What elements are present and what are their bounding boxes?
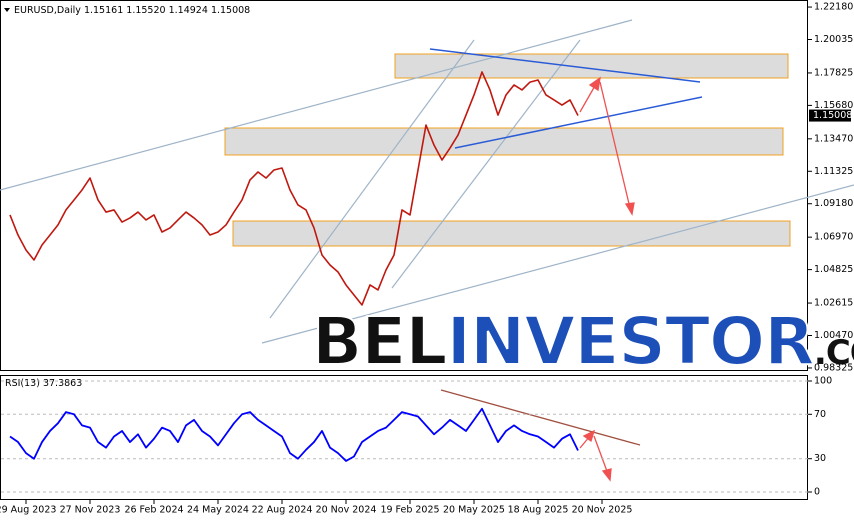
channel-line <box>391 39 581 289</box>
channel-line <box>269 39 475 319</box>
x-tick-label: 24 May 2024 <box>187 505 249 516</box>
y-tick-label: 1.02615 <box>814 298 853 309</box>
x-tick-label: 29 Aug 2023 <box>0 505 56 516</box>
y-tick-label: 70 <box>814 409 826 420</box>
close: 1.15008 <box>211 5 250 16</box>
x-tick-label: 22 Aug 2024 <box>252 505 313 516</box>
y-tick-label: 30 <box>814 453 826 464</box>
x-tick-label: 18 Aug 2025 <box>508 505 569 516</box>
x-tick-label: 20 Nov 2024 <box>316 505 377 516</box>
rsi-panel <box>0 375 808 500</box>
y-tick-label: 0 <box>814 487 820 498</box>
y-tick-label: 100 <box>814 375 832 386</box>
middle-zone <box>224 127 784 156</box>
y-tick-label: 1.04825 <box>814 264 853 275</box>
watermark: BELINVESTOR.COM <box>312 303 854 380</box>
open: 1.15161 <box>84 5 123 16</box>
forecast-arrows <box>440 76 641 482</box>
y-tick-label: 1.09180 <box>814 198 853 209</box>
y-tick-label: 1.00470 <box>814 330 853 341</box>
x-tick-label: 19 Feb 2025 <box>380 505 439 516</box>
menu-triangle <box>4 8 10 12</box>
y-tick-label: 1.11325 <box>814 166 853 177</box>
arrow-head <box>624 202 635 216</box>
y-tick-label: 1.06970 <box>814 232 853 243</box>
resistance-zone <box>394 53 789 79</box>
arrow-head <box>601 468 612 482</box>
x-tick-label: 20 May 2025 <box>443 505 505 516</box>
rsi-header: RSI(13) 37.3863 <box>5 378 82 389</box>
watermark-part: INVESTOR <box>446 303 814 380</box>
channel-lines <box>0 19 854 344</box>
y-tick-label: 1.22180 <box>814 2 853 13</box>
arrow <box>599 81 631 209</box>
x-tick-label: 26 Feb 2024 <box>124 505 183 516</box>
x-tick-label: 20 Nov 2025 <box>572 505 633 516</box>
watermark-part: .COM <box>814 333 854 373</box>
rsi-title: RSI(13) <box>5 378 40 389</box>
wedge-lines <box>429 48 703 149</box>
low: 1.14924 <box>169 5 208 16</box>
y-tick-label: 1.13470 <box>814 133 853 144</box>
x-tick-label: 27 Nov 2023 <box>60 505 121 516</box>
rsi-line <box>9 407 579 462</box>
current-price-label: 1.15008 <box>813 110 852 121</box>
symbol-header: EURUSD,Daily 1.15161 1.15520 1.14924 1.1… <box>14 5 250 16</box>
symbol: EURUSD,Daily <box>14 5 81 16</box>
channel-line <box>0 19 633 191</box>
rsi-trend-line <box>440 389 641 446</box>
arrow-head <box>588 76 601 92</box>
high: 1.15520 <box>126 5 165 16</box>
arrow <box>579 83 597 113</box>
y-tick-label: 1.15680 <box>814 100 853 111</box>
wedge-line <box>429 48 701 83</box>
arrow-head <box>582 429 596 443</box>
arrow <box>593 435 609 475</box>
current-price-tag <box>809 109 851 122</box>
channel-line <box>261 184 854 344</box>
wedge-line <box>454 96 703 149</box>
price-line <box>9 71 579 306</box>
y-tick-label: 1.17825 <box>814 67 853 78</box>
y-tick-label: 1.20035 <box>814 34 853 45</box>
watermark-part: BEL <box>312 303 446 380</box>
rsi-current: 37.3863 <box>43 378 82 389</box>
y-tick-label: 0.98325 <box>814 362 853 373</box>
